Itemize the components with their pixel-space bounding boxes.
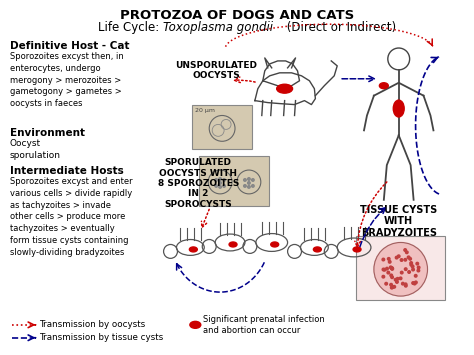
Circle shape (412, 282, 414, 284)
Circle shape (215, 179, 218, 181)
Text: Intermediate Hosts: Intermediate Hosts (10, 166, 124, 176)
FancyBboxPatch shape (192, 105, 252, 149)
Circle shape (252, 185, 254, 187)
Ellipse shape (229, 242, 237, 247)
Text: TISSUE CYSTS
WITH
BRADYZOITES: TISSUE CYSTS WITH BRADYZOITES (360, 205, 438, 238)
Circle shape (397, 255, 400, 257)
Text: Transmission by oocysts: Transmission by oocysts (38, 320, 145, 329)
Circle shape (219, 178, 221, 180)
Text: Significant prenatal infection
and abortion can occur: Significant prenatal infection and abort… (203, 315, 325, 334)
Circle shape (408, 271, 410, 273)
FancyBboxPatch shape (199, 156, 269, 206)
Circle shape (391, 267, 393, 269)
Circle shape (391, 267, 393, 270)
Ellipse shape (313, 247, 321, 252)
FancyBboxPatch shape (356, 235, 446, 300)
Circle shape (415, 281, 417, 284)
Circle shape (223, 185, 226, 187)
Circle shape (391, 268, 393, 270)
Circle shape (413, 282, 416, 285)
Circle shape (396, 281, 398, 283)
Circle shape (406, 251, 408, 253)
Circle shape (223, 179, 226, 181)
Circle shape (407, 256, 410, 259)
Text: UNSPORULATED
OOCYSTS: UNSPORULATED OOCYSTS (175, 61, 257, 80)
Circle shape (414, 274, 417, 277)
Circle shape (404, 258, 407, 261)
Circle shape (410, 262, 412, 264)
Circle shape (416, 262, 419, 265)
Circle shape (386, 267, 388, 270)
Circle shape (393, 285, 395, 288)
Text: 20 μm: 20 μm (195, 108, 215, 113)
Circle shape (387, 258, 390, 260)
Circle shape (382, 275, 384, 278)
Text: Life Cycle:: Life Cycle: (98, 21, 167, 34)
Ellipse shape (353, 247, 361, 252)
Circle shape (247, 182, 250, 184)
Circle shape (382, 268, 385, 271)
Circle shape (412, 268, 414, 271)
Circle shape (215, 185, 218, 187)
Circle shape (399, 277, 402, 280)
Text: Environment: Environment (10, 129, 85, 138)
Circle shape (219, 182, 221, 184)
Circle shape (401, 282, 404, 285)
Circle shape (390, 283, 392, 286)
Circle shape (410, 263, 412, 266)
Circle shape (401, 271, 403, 274)
Circle shape (387, 271, 390, 274)
Circle shape (411, 265, 414, 268)
Circle shape (404, 268, 407, 271)
Text: Toxoplasma gondii: Toxoplasma gondii (163, 21, 273, 34)
Circle shape (396, 278, 399, 280)
Ellipse shape (271, 242, 279, 247)
Circle shape (385, 283, 387, 285)
Ellipse shape (190, 321, 201, 328)
Circle shape (244, 179, 246, 181)
Circle shape (395, 256, 398, 259)
Text: Sporozoites excyst and enter
various cells > divide rapidly
as tachyzoites > inv: Sporozoites excyst and enter various cel… (10, 177, 132, 257)
Circle shape (388, 261, 391, 263)
Circle shape (417, 266, 420, 269)
Circle shape (390, 274, 392, 277)
Circle shape (404, 284, 407, 287)
Text: (Direct or Indirect): (Direct or Indirect) (283, 21, 396, 34)
Circle shape (391, 286, 394, 288)
Ellipse shape (190, 247, 197, 252)
Text: Definitive Host - Cat: Definitive Host - Cat (10, 41, 129, 51)
Ellipse shape (393, 100, 404, 117)
Ellipse shape (379, 83, 388, 89)
Circle shape (219, 186, 221, 188)
Text: Sporozoites excyst then, in
enterocytes, undergo
merogony > merozoites >
gametog: Sporozoites excyst then, in enterocytes,… (10, 52, 124, 108)
Circle shape (404, 283, 407, 286)
Circle shape (409, 257, 411, 260)
Circle shape (247, 186, 250, 188)
Circle shape (382, 258, 384, 261)
Circle shape (244, 185, 246, 187)
Ellipse shape (277, 84, 292, 93)
Circle shape (394, 278, 397, 281)
Circle shape (400, 259, 403, 261)
Circle shape (374, 242, 428, 296)
Circle shape (417, 269, 419, 272)
Circle shape (390, 266, 392, 269)
Text: PROTOZOA OF DOGS AND CATS: PROTOZOA OF DOGS AND CATS (120, 9, 354, 22)
Circle shape (391, 286, 393, 289)
Text: Oocyst
sporulation: Oocyst sporulation (10, 139, 61, 160)
Text: Transmission by tissue cysts: Transmission by tissue cysts (38, 333, 163, 342)
Text: SPORULATED
OOCYSTS WITH
8 SPOROZOITES
IN 2
SPOROCYSTS: SPORULATED OOCYSTS WITH 8 SPOROZOITES IN… (158, 158, 239, 209)
Circle shape (391, 276, 393, 279)
Circle shape (404, 249, 407, 251)
Circle shape (383, 268, 386, 271)
Circle shape (247, 178, 250, 180)
Circle shape (252, 179, 254, 181)
